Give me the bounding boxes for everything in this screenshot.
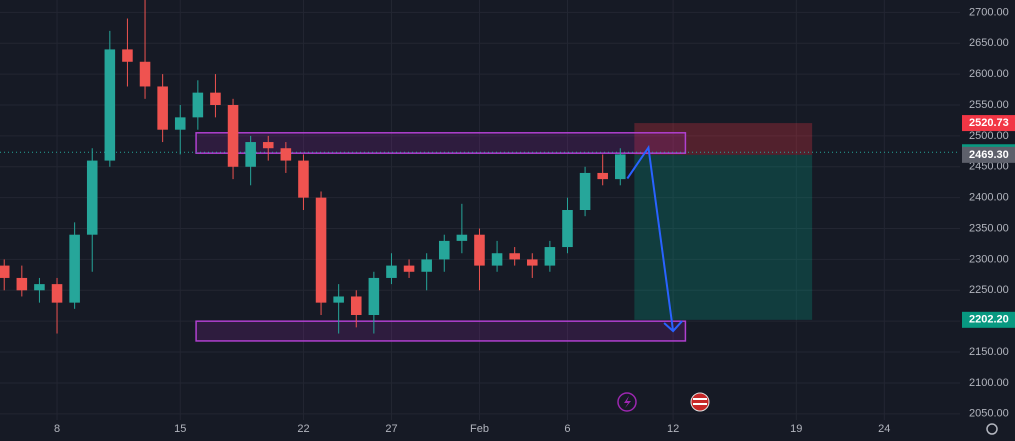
y-tick-label: 2450.00 <box>969 161 1009 173</box>
candle-body <box>192 92 204 118</box>
arrow-head <box>663 320 683 333</box>
candle-body <box>0 265 10 278</box>
y-tick-label: 2500.00 <box>969 130 1009 142</box>
x-tick-label: 15 <box>174 423 186 435</box>
zone <box>195 132 687 154</box>
stop-area <box>634 123 813 155</box>
x-tick-label: 8 <box>54 423 60 435</box>
candle-body <box>122 49 133 62</box>
x-tick-label: 22 <box>297 423 309 435</box>
settings-icon[interactable] <box>986 423 998 435</box>
candle-body <box>51 284 63 303</box>
candle-body <box>474 234 485 266</box>
candle-body <box>597 172 608 180</box>
x-tick-label: 24 <box>878 423 890 435</box>
y-tick-label: 2400.00 <box>969 192 1009 204</box>
candle-body <box>403 265 415 272</box>
x-tick-label: 6 <box>564 423 570 435</box>
candle-body <box>526 259 538 266</box>
candle-body <box>491 253 503 266</box>
candle-body <box>579 172 591 210</box>
candle-body <box>544 247 556 266</box>
y-tick-label: 2350.00 <box>969 222 1009 234</box>
price-label: 2520.73 <box>969 117 1009 129</box>
candle-body <box>350 296 362 315</box>
y-tick-label: 2300.00 <box>969 253 1009 265</box>
x-tick-label: 12 <box>667 423 679 435</box>
price-label: 2202.20 <box>969 314 1009 326</box>
candle-body <box>262 142 274 149</box>
candle-body <box>509 253 520 260</box>
target-area <box>634 154 813 320</box>
candle-body <box>86 160 98 235</box>
candle-body <box>174 117 186 130</box>
candle-body <box>562 210 573 248</box>
candle-body <box>245 142 256 167</box>
lightning-icon <box>624 396 631 408</box>
event-icon[interactable] <box>617 392 637 412</box>
candle-body <box>315 197 327 303</box>
candle-body <box>456 234 468 241</box>
candle-body <box>210 92 221 105</box>
candle-body <box>333 296 344 303</box>
candle-body <box>104 49 116 161</box>
arrow <box>626 144 675 332</box>
price-label-bg <box>962 115 1015 132</box>
zone <box>195 320 687 342</box>
candle-body <box>438 240 450 260</box>
candle-body <box>615 154 626 180</box>
candle-body <box>16 277 28 291</box>
candle-body <box>280 148 292 161</box>
price-label-bg <box>962 311 1015 328</box>
y-tick-label: 2150.00 <box>969 346 1009 358</box>
candle-body <box>227 105 239 167</box>
candle-body <box>368 277 380 315</box>
y-tick-label: 2600.00 <box>969 68 1009 80</box>
candle-body <box>421 259 432 272</box>
x-tick-label: 27 <box>385 423 397 435</box>
y-tick-label: 2550.00 <box>969 99 1009 111</box>
x-tick-label: 19 <box>790 423 802 435</box>
y-tick-label: 2100.00 <box>969 377 1009 389</box>
x-tick-label: Feb <box>470 423 489 435</box>
candle-body <box>386 265 397 278</box>
y-tick-label: 2700.00 <box>969 6 1009 18</box>
y-tick-label: 2650.00 <box>969 37 1009 49</box>
price-label: 2469.30 <box>969 149 1009 161</box>
y-tick-label: 2050.00 <box>969 408 1009 420</box>
candle-body <box>69 234 80 303</box>
candle-body <box>139 61 151 87</box>
candle-body <box>34 284 45 291</box>
price-label-bg <box>962 146 1015 163</box>
candle-body <box>298 160 309 198</box>
flag-stripe <box>693 398 707 400</box>
flag-stripe <box>693 403 707 405</box>
y-tick-label: 2250.00 <box>969 284 1009 296</box>
flag-icon[interactable] <box>690 392 710 412</box>
candle-body <box>157 86 168 130</box>
